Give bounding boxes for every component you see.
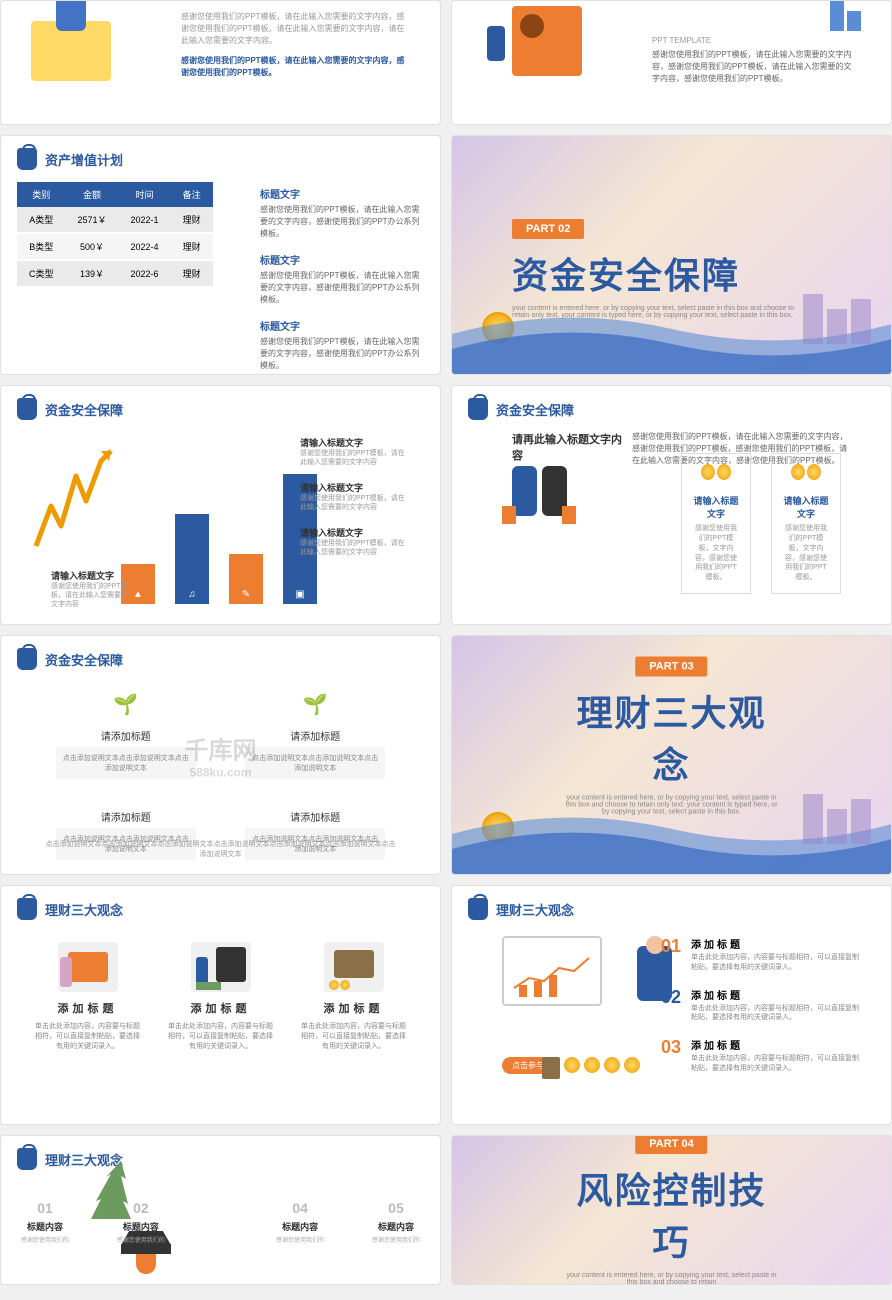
asset-table: 类别 金额 时间 备注 A类型2571￥2022-1理财 B类型500￥2022… bbox=[17, 182, 213, 288]
col-icon-1 bbox=[58, 942, 118, 992]
th-note: 备注 bbox=[171, 182, 213, 207]
info-box-2: 请输入标题文字 感谢您使用我们的PPT模板，文字内容，感谢您使用我们的PPT模板… bbox=[771, 453, 841, 594]
section-title: 理财三大观念 bbox=[562, 684, 782, 788]
bar-chart: ▲ ♫ ✎ ▣ bbox=[121, 464, 317, 604]
part-badge: PART 03 bbox=[635, 656, 707, 676]
slide3-title: 资产增值计划 bbox=[45, 150, 123, 169]
part-badge: PART 04 bbox=[635, 1135, 707, 1154]
slide-3: 资产增值计划 类别 金额 时间 备注 A类型2571￥2022-1理财 B类型5… bbox=[0, 135, 441, 375]
slide1-gray-text: 感谢您使用我们的PPT模板，请在此输入您需要的文字内容，感谢您使用我们的PPT模… bbox=[181, 11, 411, 47]
slide7-footer: 点击添加说明文本点击添加说明文本点击添加说明文本点击添加说明文本点击添加说明文本… bbox=[45, 839, 396, 859]
slide-4-section: PART 02 资金安全保障 your content is entered h… bbox=[451, 135, 892, 375]
slide-10: 理财三大观念 点击参与 01添加标题单击此处添加内容，内容要与标题相符，可以直接… bbox=[451, 885, 892, 1125]
th-time: 时间 bbox=[119, 182, 171, 207]
slide10-title: 理财三大观念 bbox=[496, 900, 574, 919]
th-amount: 金额 bbox=[66, 182, 119, 207]
graduation-icon bbox=[121, 1244, 171, 1254]
slide-11: 理财三大观念 01标题内容感谢您使用我们的 02标题内容感谢您使用我们的 03 … bbox=[0, 1135, 441, 1285]
plant-icon bbox=[300, 692, 330, 722]
part-badge: PART 02 bbox=[512, 219, 584, 239]
slide-5: 资金安全保障 ▲ ♫ ✎ ▣ 请输入标题文字感谢您使用我们的PPT模板，请在此输… bbox=[0, 385, 441, 625]
slide-1: 感谢您使用我们的PPT模板，请在此输入您需要的文字内容，感谢您使用我们的PPT模… bbox=[0, 0, 441, 125]
bag-icon bbox=[468, 898, 488, 920]
slide1-blue-text: 感谢您使用我们的PPT模板，请在此输入您需要的文字内容，感谢您使用我们的PPT模… bbox=[181, 55, 411, 79]
slide-6: 资金安全保障 请再此输入标题文字内容 感谢您使用我们的PPT模板，请在此输入您需… bbox=[451, 385, 892, 625]
slide-8-section: PART 03 理财三大观念 your content is entered h… bbox=[451, 635, 892, 875]
slide6-title: 资金安全保障 bbox=[496, 400, 574, 419]
info-box-1: 请输入标题文字 感谢您使用我们的PPT模板，文字内容，感谢您使用我们的PPT模板… bbox=[681, 453, 751, 594]
ppt-template-label: PPT TEMPLATE bbox=[652, 36, 852, 45]
col-icon-3 bbox=[324, 942, 384, 992]
zigzag-arrow-icon bbox=[31, 446, 121, 556]
slide2-body: 感谢您使用我们的PPT模板，请在此输入您需要的文字内容，感谢您使用我们的PPT模… bbox=[652, 49, 852, 85]
slide-12-section: PART 04 风险控制技巧 your content is entered h… bbox=[451, 1135, 892, 1285]
bag-icon bbox=[468, 398, 488, 420]
plant-icon bbox=[111, 692, 141, 722]
th-type: 类别 bbox=[17, 182, 66, 207]
col-icon-2 bbox=[191, 942, 251, 992]
bag-icon bbox=[17, 398, 37, 420]
slide5-title: 资金安全保障 bbox=[45, 400, 123, 419]
bag-icon bbox=[17, 1148, 37, 1170]
slide7-title: 资金安全保障 bbox=[45, 650, 123, 669]
people-illustration bbox=[492, 446, 592, 546]
presenter-illustration bbox=[502, 936, 652, 1056]
section-title: 风险控制技巧 bbox=[562, 1162, 782, 1266]
bag-icon bbox=[17, 648, 37, 670]
bag-icon bbox=[17, 898, 37, 920]
section-sub: your content is entered here, or by copy… bbox=[562, 1272, 782, 1285]
slide-2: PPT TEMPLATE 感谢您使用我们的PPT模板，请在此输入您需要的文字内容… bbox=[451, 0, 892, 125]
slide-7: 资金安全保障 请添加标题点击添加说明文本点击添加说明文本点击添加说明文本 请添加… bbox=[0, 635, 441, 875]
slide-9: 理财三大观念 添加标题 单击此处添加内容，内容要与标题相符，可以直接复制粘贴，要… bbox=[0, 885, 441, 1125]
slide9-title: 理财三大观念 bbox=[45, 900, 123, 919]
section-title: 资金安全保障 bbox=[512, 247, 812, 299]
bag-icon bbox=[17, 148, 37, 170]
